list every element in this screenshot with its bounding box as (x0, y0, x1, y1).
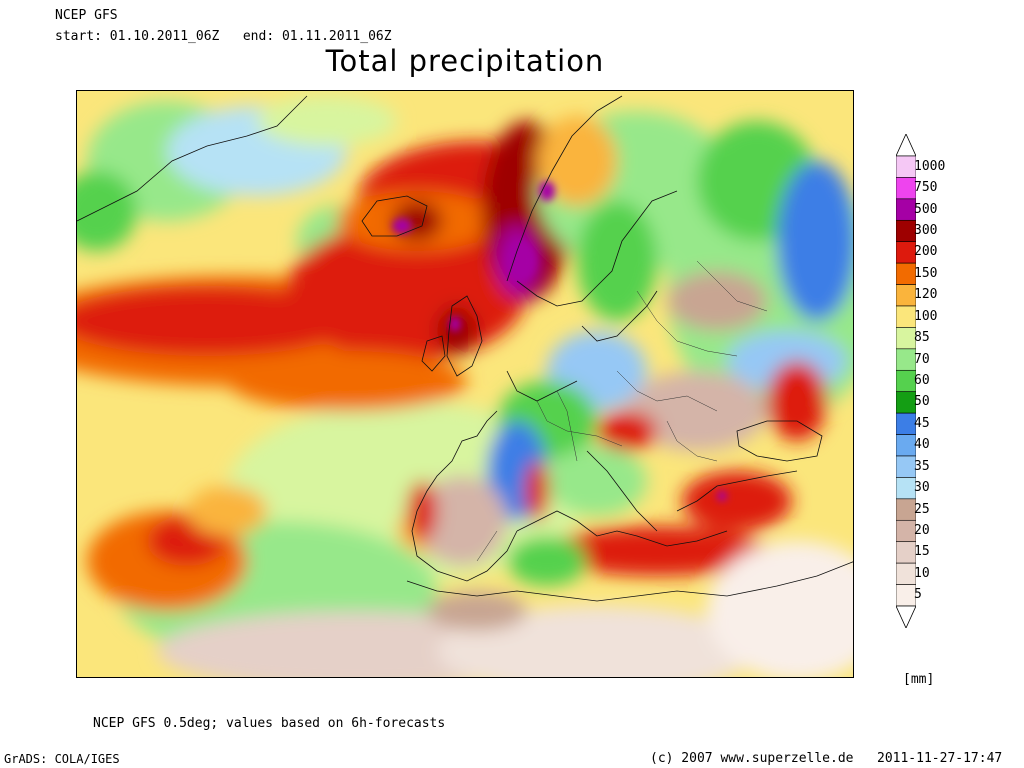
colorbar-label: 300 (914, 223, 938, 238)
colorbar-swatch (896, 477, 916, 500)
colorbar-label: 750 (914, 180, 938, 196)
colorbar-label: 10 (914, 565, 930, 581)
colorbar-label: 70 (914, 351, 930, 367)
colorbar-swatch (896, 519, 916, 543)
precipitation-field (77, 96, 853, 677)
colorbar-label: 500 (914, 201, 938, 217)
colorbar-label: 30 (914, 480, 930, 496)
colorbar-label: 20 (914, 523, 930, 538)
colorbar-swatch (896, 327, 916, 350)
map-title: Total precipitation (325, 44, 605, 78)
colorbar-label: 85 (914, 330, 930, 346)
colorbar-min-arrow (896, 605, 916, 628)
colorbar-label: 60 (914, 373, 930, 388)
colorbar-label: 200 (914, 244, 938, 260)
colorbar-swatch (896, 198, 916, 221)
grads-credit: GrADS: COLA/IGES (4, 752, 120, 766)
coastlines (77, 95, 853, 602)
colorbar-label: 25 (914, 501, 930, 517)
colorbar-swatch (896, 155, 916, 178)
colorbar-swatch (896, 498, 916, 521)
colorbar-swatch (896, 219, 916, 243)
colorbar-swatch (896, 284, 916, 307)
colorbar-max-arrow (896, 134, 916, 157)
colorbar-label: 5 (914, 587, 922, 603)
colorbar (896, 134, 916, 628)
colorbar-swatch (896, 348, 916, 371)
model-label: NCEP GFS (55, 8, 118, 23)
precipitation-peaks (392, 181, 727, 501)
colorbar-swatch (896, 369, 916, 393)
colorbar-swatch (896, 562, 916, 585)
colorbar-swatch (896, 455, 916, 478)
country-borders (476, 260, 768, 562)
colorbar-label: 150 (914, 265, 938, 281)
colorbar-swatch (896, 434, 916, 457)
colorbar-swatch (896, 241, 916, 264)
data-source-note: NCEP GFS 0.5deg; values based on 6h-fore… (93, 716, 446, 731)
colorbar-swatch (896, 305, 916, 328)
colorbar-swatch (896, 541, 916, 564)
units-label: [mm] (903, 672, 935, 687)
colorbar-swatch (896, 584, 916, 607)
colorbar-swatch (896, 412, 916, 435)
timestamp-label: 2011-11-27-17:47 (877, 751, 1003, 766)
colorbar-label: 120 (914, 287, 938, 303)
colorbar-swatch (896, 262, 916, 285)
colorbar-label: 1000 (914, 158, 946, 174)
colorbar-label: 50 (914, 394, 930, 410)
colorbar-label: 40 (914, 437, 930, 453)
copyright-label: (c) 2007 www.superzelle.de (650, 751, 854, 766)
colorbar-label: 35 (914, 458, 930, 474)
forecast-period-label: start: 01.10.2011_06Z end: 01.11.2011_06… (55, 29, 392, 44)
colorbar-swatch (896, 177, 916, 200)
colorbar-label: 100 (914, 308, 938, 324)
precipitation-map (76, 90, 854, 678)
colorbar-swatch (896, 391, 916, 414)
colorbar-label: 45 (914, 415, 930, 431)
colorbar-label: 15 (914, 544, 930, 560)
